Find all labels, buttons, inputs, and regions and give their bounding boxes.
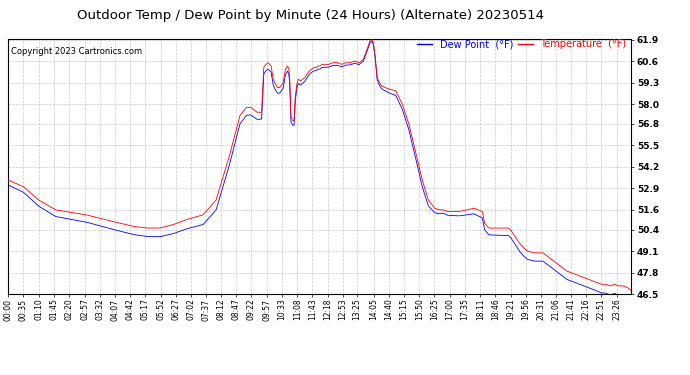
Legend: Dew Point  (°F), Temperature  (°F): Dew Point (°F), Temperature (°F) xyxy=(417,39,627,49)
Text: Copyright 2023 Cartronics.com: Copyright 2023 Cartronics.com xyxy=(12,47,143,56)
Text: Outdoor Temp / Dew Point by Minute (24 Hours) (Alternate) 20230514: Outdoor Temp / Dew Point by Minute (24 H… xyxy=(77,9,544,22)
